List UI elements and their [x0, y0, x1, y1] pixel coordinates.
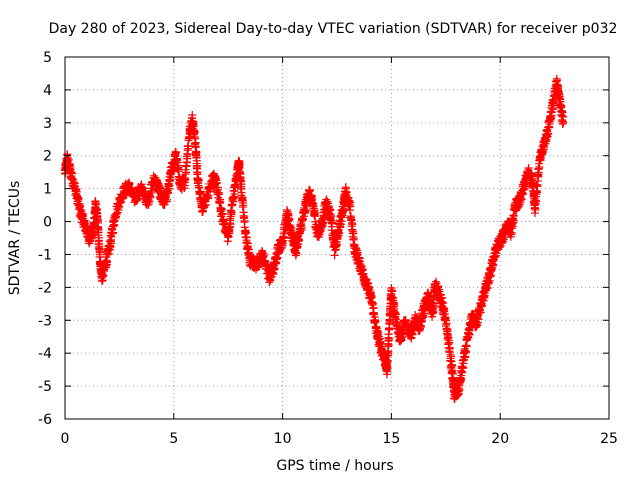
data-point — [174, 165, 183, 174]
data-point — [260, 250, 269, 259]
y-tick-label: -5 — [38, 379, 52, 395]
y-tick-label: -4 — [38, 346, 52, 362]
data-point — [98, 276, 107, 285]
y-tick-label: -2 — [38, 280, 52, 296]
data-point — [306, 186, 315, 195]
y-tick-label: -3 — [38, 313, 52, 329]
x-tick-label: 10 — [274, 431, 292, 447]
data-point — [335, 229, 344, 238]
x-tick-label: 25 — [600, 431, 618, 447]
data-point — [478, 302, 487, 311]
y-tick-label: -6 — [38, 412, 52, 428]
data-point — [191, 138, 200, 147]
data-point — [398, 330, 407, 339]
data-point — [110, 220, 119, 229]
data-point — [328, 219, 337, 228]
y-tick-label: -1 — [38, 247, 52, 263]
data-point — [455, 386, 464, 395]
data-series-sdtvar — [61, 74, 568, 403]
x-tick-label: 5 — [169, 431, 178, 447]
data-point — [295, 236, 304, 245]
data-point — [269, 270, 278, 279]
data-point — [527, 169, 536, 178]
y-axis-label: SDTVAR / TECUs — [7, 181, 23, 296]
data-point — [95, 250, 104, 259]
data-point — [483, 283, 492, 292]
data-point — [474, 315, 483, 324]
data-point — [226, 220, 235, 229]
data-point — [103, 258, 112, 267]
data-point — [194, 176, 203, 185]
y-tick-labels: -6 -5 -4 -3 -2 -1 0 1 2 3 4 5 — [38, 50, 52, 428]
y-tick-label: 2 — [43, 149, 52, 165]
data-point — [239, 201, 248, 210]
data-point — [532, 197, 541, 206]
data-point — [384, 334, 393, 343]
data-point — [507, 228, 516, 237]
data-point — [498, 239, 507, 248]
y-tick-label: 3 — [43, 116, 52, 132]
data-point — [261, 257, 270, 266]
data-point — [322, 195, 331, 204]
data-point — [485, 276, 494, 285]
data-point — [559, 118, 568, 127]
plot-frame — [64, 56, 610, 420]
data-point — [465, 330, 474, 339]
data-point — [297, 224, 306, 233]
x-tick-label: 20 — [491, 431, 509, 447]
data-point — [76, 201, 85, 210]
y-tick-label: 0 — [43, 215, 52, 231]
data-point — [346, 202, 355, 211]
chart-title: Day 280 of 2023, Sidereal Day-to-day VTE… — [49, 21, 618, 37]
data-point — [214, 190, 223, 199]
data-point — [484, 278, 493, 287]
data-point — [193, 161, 202, 170]
x-tick-label: 0 — [61, 431, 70, 447]
data-point — [201, 201, 210, 210]
x-tick-labels: 0 5 10 15 20 25 — [61, 431, 618, 447]
data-point — [349, 234, 358, 243]
y-tick-label: 1 — [43, 182, 52, 198]
data-point — [514, 202, 523, 211]
axis-ticks — [64, 56, 610, 420]
data-point — [79, 212, 88, 221]
x-tick-label: 15 — [382, 431, 400, 447]
y-tick-label: 5 — [43, 50, 52, 66]
data-point — [204, 191, 213, 200]
y-tick-label: 4 — [43, 83, 52, 99]
x-axis-label: GPS time / hours — [276, 458, 393, 474]
data-point — [392, 310, 401, 319]
data-point — [445, 343, 454, 352]
